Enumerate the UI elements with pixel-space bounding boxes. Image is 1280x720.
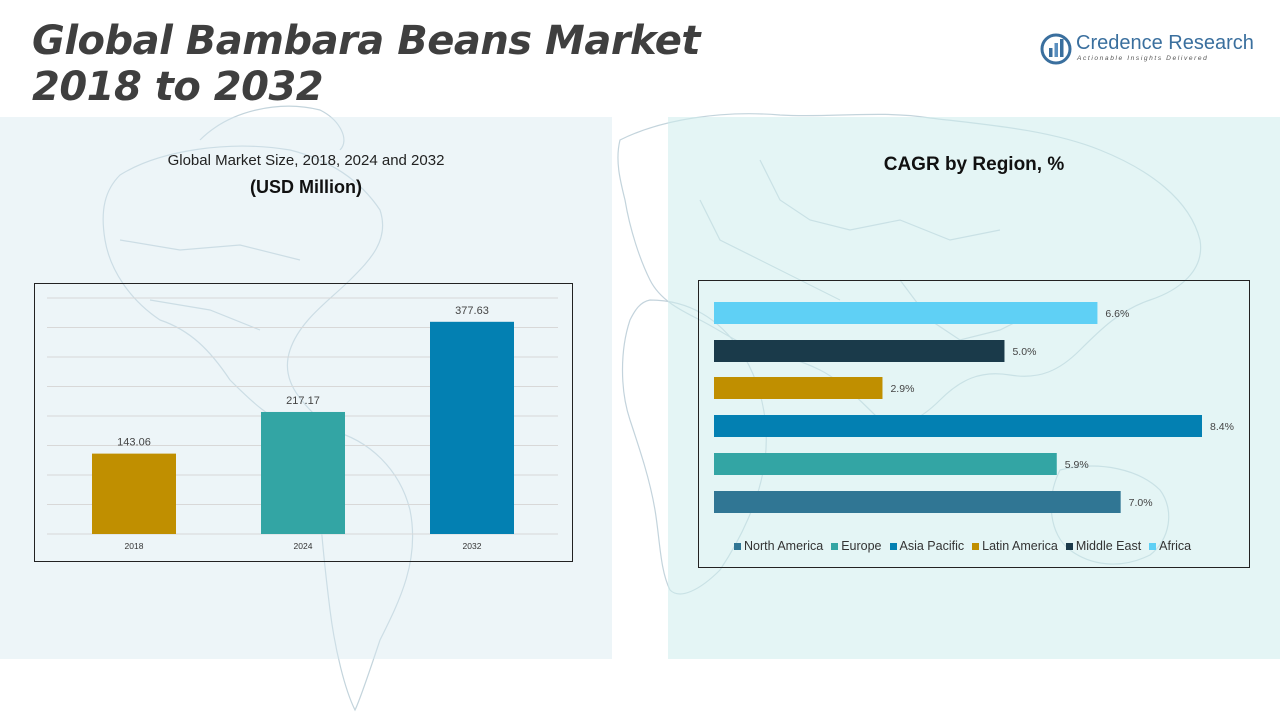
legend-item-europe: Europe: [831, 539, 882, 553]
market-size-chart: 143.06 2018 217.17 2024 377.63 2032: [34, 283, 573, 562]
bar-north-america: [714, 491, 1121, 513]
market-size-unit: (USD Million): [250, 177, 362, 197]
title-line-2: 2018 to 2032: [32, 64, 324, 110]
legend-label: Europe: [841, 539, 882, 553]
legend-label: Africa: [1159, 539, 1192, 553]
cagr-chart: 7.0% 5.9% 8.4% 2.9% 5.0% 6.6%: [698, 280, 1250, 568]
x-tick-label: 2032: [463, 541, 482, 551]
page-title: Global Bambara Beans Market 2018 to 2032: [32, 18, 732, 110]
bar-europe: [714, 453, 1057, 475]
market-size-bar-svg: 143.06 2018 217.17 2024 377.63 2032: [47, 297, 558, 551]
logo-name: Credence Research: [1076, 32, 1254, 54]
bar-value-label: 143.06: [117, 437, 151, 449]
cagr-title: CAGR by Region, %: [883, 154, 1065, 175]
bar-value-label: 217.17: [286, 395, 320, 407]
legend-swatch: [831, 542, 839, 550]
legend-swatch: [1065, 542, 1073, 550]
legend-label: Asia Pacific: [899, 539, 965, 553]
bar-value-label: 5.0%: [1012, 346, 1036, 358]
legend-label: Middle East: [1075, 539, 1142, 553]
title-line-1: Global Bambara Beans Market: [32, 18, 700, 64]
x-tick-label: 2024: [294, 541, 313, 551]
x-tick-label: 2018: [125, 541, 144, 551]
bar-africa: [714, 302, 1098, 324]
cagr-legend: North America Europe Asia Pacific Latin Ame…: [734, 538, 1191, 554]
market-size-subtitle: Global Market Size, 2018, 2024 and 2032: [167, 152, 445, 169]
logo-tagline: Actionable Insights Delivered: [1077, 55, 1209, 62]
bar-value-label: 377.63: [455, 305, 489, 317]
logo-mark-icon: [1040, 33, 1072, 65]
bar-value-label: 2.9%: [890, 383, 914, 395]
legend-label: Latin America: [982, 539, 1058, 553]
bar-2032: [430, 321, 514, 534]
legend-item-middle-east: Middle East: [1065, 539, 1142, 553]
legend-label: North America: [744, 539, 824, 553]
legend-swatch: [734, 542, 741, 550]
bar-value-label: 5.9%: [1065, 459, 1089, 471]
bar-value-label: 7.0%: [1129, 497, 1153, 509]
legend-swatch: [1149, 542, 1157, 550]
legend-item-north-america: North America: [734, 539, 823, 553]
credence-research-logo[interactable]: Credence Research Actionable Insights De…: [1040, 30, 1270, 70]
bar-asia-pacific: [714, 415, 1202, 437]
bar-middle-east: [714, 340, 1005, 362]
bar-2018: [92, 453, 176, 534]
cagr-bar-svg: 7.0% 5.9% 8.4% 2.9% 5.0% 6.6%: [714, 302, 1234, 513]
legend-swatch: [972, 542, 980, 550]
legend-item-asia-pacific: Asia Pacific: [889, 539, 965, 553]
legend-item-latin-america: Latin America: [972, 539, 1058, 553]
bar-value-label: 6.6%: [1105, 308, 1129, 320]
bar-2024: [261, 411, 345, 534]
bar-value-label: 8.4%: [1210, 421, 1234, 433]
legend-item-africa: Africa: [1149, 539, 1191, 553]
bar-latin-america: [714, 377, 883, 399]
legend-swatch: [889, 542, 897, 550]
